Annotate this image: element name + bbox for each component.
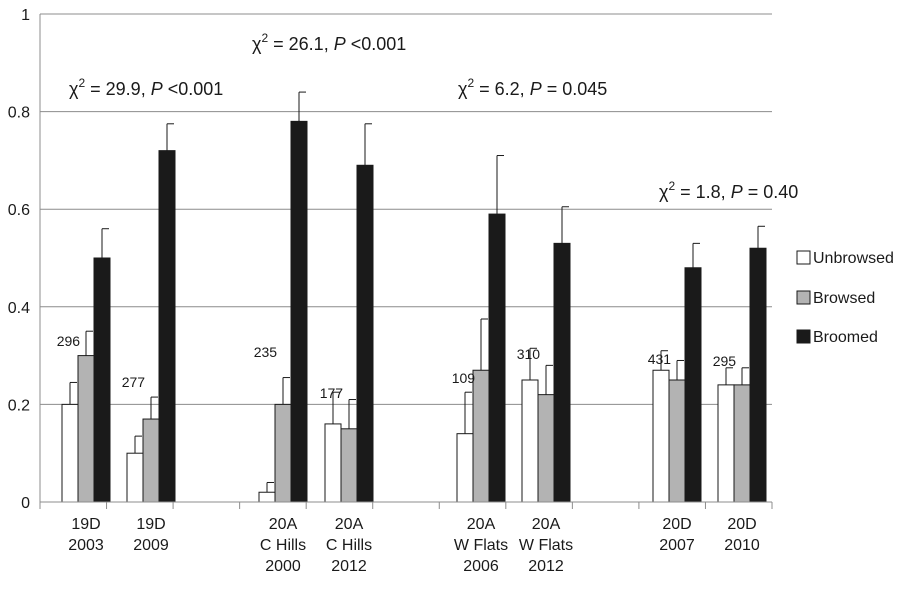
- bar-broomed: [749, 247, 767, 503]
- error-bar: [561, 206, 569, 244]
- error-bar: [725, 367, 733, 385]
- error-bar: [529, 347, 537, 380]
- error-bar: [676, 359, 684, 380]
- bar-unbrowsed: [61, 403, 79, 503]
- bar-browsed: [537, 394, 555, 503]
- error-bar: [692, 242, 700, 268]
- x-category-label: 20A C Hills 2000: [260, 516, 306, 575]
- bar-broomed: [356, 164, 374, 503]
- bar-broomed: [290, 120, 308, 503]
- chi-square-annotation: χ2 = 29.9, P <0.001: [69, 76, 223, 99]
- error-bar: [660, 350, 668, 371]
- error-bar: [134, 435, 142, 454]
- error-bar: [298, 91, 306, 122]
- y-tick-label: 0.8: [8, 105, 30, 122]
- bar-browsed: [77, 355, 95, 503]
- sample-size-label: 431: [648, 351, 672, 367]
- chi-square-annotation: χ2 = 1.8, P = 0.40: [659, 179, 798, 202]
- bar-broomed: [488, 213, 506, 503]
- sample-size-label: 235: [254, 344, 278, 360]
- bar-unbrowsed: [324, 423, 342, 503]
- sample-size-label: 109: [452, 370, 476, 386]
- error-bar: [266, 481, 274, 493]
- bar-unbrowsed: [521, 379, 539, 503]
- error-bar: [348, 399, 356, 429]
- legend-label: Broomed: [813, 329, 878, 346]
- legend-item: Broomed: [796, 329, 878, 346]
- sample-size-label: 310: [517, 346, 541, 362]
- error-bar: [464, 391, 472, 434]
- legend: Unbrowsed Browsed Broomed: [796, 250, 894, 346]
- chi-square-annotation: χ2 = 26.1, P <0.001: [252, 31, 406, 54]
- error-bar: [166, 123, 174, 151]
- bar-unbrowsed: [126, 452, 144, 503]
- bar-browsed: [733, 384, 751, 503]
- bar-browsed: [668, 379, 686, 503]
- bar-unbrowsed: [717, 384, 735, 503]
- sample-size-label: 296: [57, 333, 81, 349]
- y-tick-label: 0.4: [8, 300, 30, 317]
- error-bar: [332, 391, 340, 424]
- x-category-label: 19D 2009: [133, 516, 169, 554]
- legend-label: Unbrowsed: [813, 250, 894, 267]
- y-tick-label: 0.6: [8, 202, 30, 219]
- x-category-label: 20A W Flats 2006: [454, 516, 508, 575]
- legend-label: Browsed: [813, 290, 875, 307]
- bar-broomed: [553, 242, 571, 503]
- bar-broomed: [93, 257, 111, 503]
- bars: 296 277 235 177 109 310 431 295: [57, 91, 767, 503]
- x-axis: 19D 2003 19D 2009 20A C Hills 2000 20A C Hills 20…: [39, 501, 773, 575]
- bar-unbrowsed: [652, 369, 670, 503]
- error-bar: [757, 225, 765, 249]
- error-bar: [364, 123, 372, 166]
- annotations: χ2 = 29.9, P <0.001 χ2 = 26.1, P <0.001 χ2…: [69, 31, 798, 202]
- error-bar: [741, 367, 749, 385]
- sample-size-label: 277: [122, 374, 146, 390]
- legend-item: Unbrowsed: [796, 250, 894, 267]
- y-tick-label: 0: [21, 495, 30, 512]
- legend-swatch: [796, 250, 811, 265]
- sample-size-label: 295: [713, 353, 737, 369]
- error-bar: [282, 377, 290, 405]
- x-category-label: 20D 2010: [724, 516, 760, 554]
- error-bar: [150, 396, 158, 420]
- bar-browsed: [274, 403, 292, 503]
- bar-broomed: [158, 150, 176, 503]
- x-category-label: 20A W Flats 2012: [519, 516, 573, 575]
- bar-browsed: [142, 418, 160, 503]
- x-category-label: 19D 2003: [68, 516, 104, 554]
- legend-item: Browsed: [796, 290, 875, 307]
- legend-swatch: [796, 290, 811, 305]
- error-bar: [69, 381, 77, 405]
- y-axis: 0 0.2 0.4 0.6 0.8 1: [8, 7, 41, 512]
- gridlines: [40, 13, 772, 405]
- bar-browsed: [472, 369, 490, 503]
- y-tick-label: 0.2: [8, 397, 30, 414]
- error-bar: [480, 318, 488, 371]
- chi-square-annotation: χ2 = 6.2, P = 0.045: [458, 76, 607, 99]
- x-category-label: 20D 2007: [659, 516, 695, 554]
- sample-size-label: 177: [320, 385, 344, 401]
- bar-browsed: [340, 428, 358, 503]
- error-bar: [85, 330, 93, 356]
- x-category-label: 20A C Hills 2012: [326, 516, 372, 575]
- error-bar: [101, 228, 109, 258]
- bar-unbrowsed: [258, 491, 276, 503]
- error-bar: [496, 155, 504, 215]
- bar-unbrowsed: [456, 433, 474, 503]
- error-bar: [545, 364, 553, 395]
- y-tick-label: 1: [21, 7, 30, 24]
- legend-swatch: [796, 329, 811, 344]
- bar-broomed: [684, 267, 702, 503]
